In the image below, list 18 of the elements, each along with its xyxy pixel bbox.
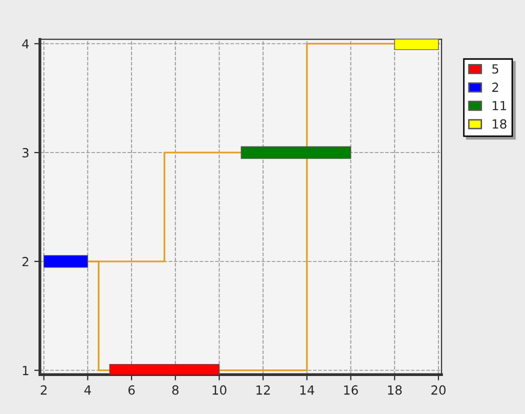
x-tick-label: 16	[344, 385, 358, 395]
x-tick-label: 8	[172, 385, 179, 395]
legend-label: 2	[492, 82, 498, 92]
x-tick-label: 20	[431, 385, 446, 395]
x-tick-label: 4	[84, 385, 91, 395]
y-tick-label: 2	[22, 256, 28, 266]
x-tick-label: 18	[388, 385, 402, 395]
x-tick-label: 2	[40, 385, 47, 395]
x-tick-label: 14	[300, 385, 314, 395]
legend-label: 18	[492, 119, 506, 129]
y-tick-label: 4	[22, 39, 29, 48]
y-tick-label: 1	[22, 366, 28, 376]
x-tick-label: 12	[256, 385, 270, 395]
legend-label: 5	[492, 64, 498, 74]
y-tick-label: 3	[22, 148, 28, 158]
legend-label: 11	[492, 101, 506, 110]
x-tick-label: 10	[212, 385, 226, 395]
x-tick-label: 6	[128, 385, 135, 395]
